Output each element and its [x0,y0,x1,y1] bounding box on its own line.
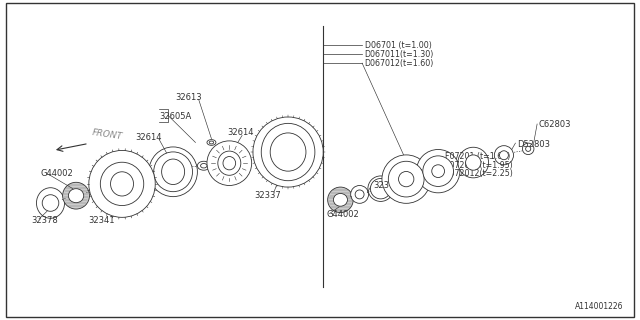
Ellipse shape [423,156,454,187]
Ellipse shape [149,147,197,197]
Text: 32341: 32341 [88,216,115,225]
Ellipse shape [355,190,364,199]
Ellipse shape [207,140,216,145]
Ellipse shape [89,150,156,217]
Ellipse shape [154,152,193,192]
Text: 32614: 32614 [136,133,162,142]
Ellipse shape [466,155,481,170]
Ellipse shape [328,187,353,212]
Ellipse shape [499,151,508,160]
Text: 32337: 32337 [254,190,281,200]
Text: C62803: C62803 [538,120,571,130]
Text: D067011(t=1.30): D067011(t=1.30) [365,50,434,59]
Ellipse shape [382,155,431,203]
Text: 32614: 32614 [227,128,253,137]
Ellipse shape [432,165,445,178]
Text: D06701 (t=1.00): D06701 (t=1.00) [365,41,431,50]
Text: G44002: G44002 [326,210,359,219]
Text: 32613: 32613 [176,93,202,102]
Text: F072011(t=1.95): F072011(t=1.95) [445,161,513,170]
Ellipse shape [525,146,531,151]
Ellipse shape [197,161,210,170]
Ellipse shape [223,156,236,170]
Ellipse shape [388,161,424,197]
Ellipse shape [458,147,488,178]
Ellipse shape [68,189,84,203]
Text: 32379: 32379 [373,181,399,190]
Ellipse shape [207,141,252,186]
Text: F072012(t=2.25): F072012(t=2.25) [445,169,513,178]
Ellipse shape [261,123,315,181]
Ellipse shape [494,146,513,165]
Ellipse shape [522,143,534,155]
Ellipse shape [36,188,65,218]
Ellipse shape [270,133,306,171]
Text: G44002: G44002 [40,169,73,178]
Ellipse shape [100,162,144,205]
Text: F07201 (t=1.65): F07201 (t=1.65) [445,152,511,161]
Text: FRONT: FRONT [92,128,123,141]
Ellipse shape [218,151,241,175]
Ellipse shape [374,182,387,195]
Text: A114001226: A114001226 [575,302,623,311]
Text: D067012(t=1.60): D067012(t=1.60) [365,59,434,68]
Ellipse shape [253,117,323,187]
Ellipse shape [111,172,134,196]
Ellipse shape [333,194,348,206]
Ellipse shape [399,172,414,187]
Ellipse shape [417,149,460,193]
Text: D52803: D52803 [516,140,550,148]
Ellipse shape [368,176,394,201]
Ellipse shape [63,182,90,209]
Ellipse shape [209,141,214,144]
Ellipse shape [200,164,207,168]
Text: G32901: G32901 [392,169,424,178]
Ellipse shape [351,186,369,203]
Ellipse shape [371,179,391,199]
Text: 32605A: 32605A [159,112,191,121]
Text: 32378: 32378 [31,216,58,225]
Ellipse shape [162,159,184,185]
Ellipse shape [42,195,59,211]
